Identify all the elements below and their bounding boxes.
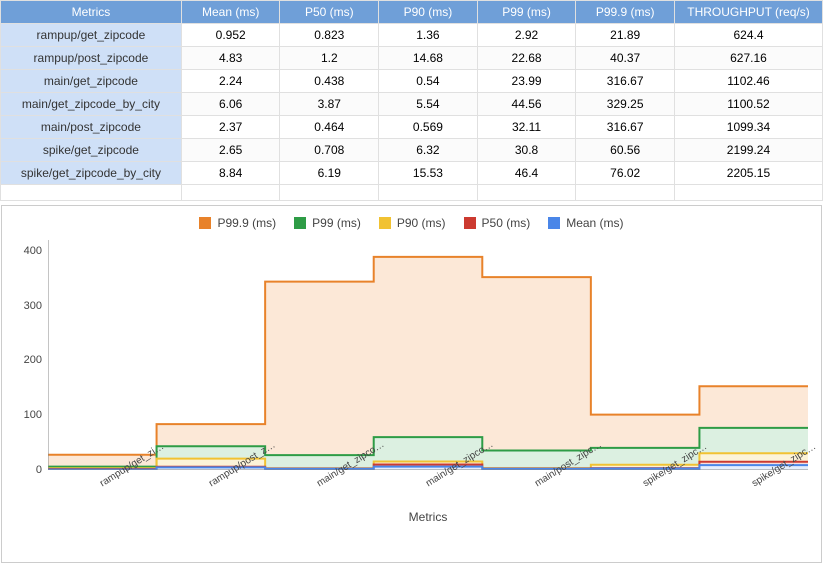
legend-item: P50 (ms) [464,216,531,230]
value-cell: 2.24 [181,70,280,93]
value-cell: 3.87 [280,93,379,116]
metrics-table-container: MetricsMean (ms)P50 (ms)P90 (ms)P99 (ms)… [0,0,823,201]
metric-name-cell: main/post_zipcode [1,116,182,139]
table-row: main/get_zipcode2.240.4380.5423.99316.67… [1,70,823,93]
value-cell: 23.99 [477,70,576,93]
column-header: P90 (ms) [379,1,478,24]
value-cell: 30.8 [477,139,576,162]
y-tick-label: 400 [24,245,42,257]
legend-swatch [464,217,476,229]
value-cell: 329.25 [576,93,675,116]
table-row: main/post_zipcode2.370.4640.56932.11316.… [1,116,823,139]
value-cell: 4.83 [181,47,280,70]
value-cell: 0.952 [181,24,280,47]
legend-swatch [548,217,560,229]
value-cell: 60.56 [576,139,675,162]
value-cell: 6.32 [379,139,478,162]
metric-name-cell: spike/get_zipcode [1,139,182,162]
value-cell: 0.54 [379,70,478,93]
value-cell: 0.438 [280,70,379,93]
legend-label: Mean (ms) [566,216,623,230]
table-row: spike/get_zipcode_by_city8.846.1915.5346… [1,162,823,185]
value-cell: 0.464 [280,116,379,139]
table-row: rampup/get_zipcode0.9520.8231.362.9221.8… [1,24,823,47]
legend-swatch [294,217,306,229]
legend-item: Mean (ms) [548,216,623,230]
value-cell: 624.4 [674,24,822,47]
table-row: rampup/post_zipcode4.831.214.6822.6840.3… [1,47,823,70]
metric-name-cell: main/get_zipcode_by_city [1,93,182,116]
legend-label: P99.9 (ms) [217,216,276,230]
value-cell: 1.2 [280,47,379,70]
legend-label: P90 (ms) [397,216,446,230]
column-header: Metrics [1,1,182,24]
value-cell: 15.53 [379,162,478,185]
value-cell: 1100.52 [674,93,822,116]
value-cell: 2.37 [181,116,280,139]
value-cell: 2.65 [181,139,280,162]
legend-swatch [199,217,211,229]
value-cell: 0.823 [280,24,379,47]
value-cell: 76.02 [576,162,675,185]
value-cell: 316.67 [576,116,675,139]
table-row: main/get_zipcode_by_city6.063.875.5444.5… [1,93,823,116]
legend-item: P90 (ms) [379,216,446,230]
value-cell: 14.68 [379,47,478,70]
table-header-row: MetricsMean (ms)P50 (ms)P90 (ms)P99 (ms)… [1,1,823,24]
value-cell: 40.37 [576,47,675,70]
chart-x-label: Metrics [48,510,808,524]
latency-chart: P99.9 (ms) P99 (ms) P90 (ms) P50 (ms) Mean (… [1,205,822,563]
legend-label: P99 (ms) [312,216,361,230]
y-tick-label: 300 [24,300,42,312]
value-cell: 22.68 [477,47,576,70]
legend-swatch [379,217,391,229]
value-cell: 32.11 [477,116,576,139]
metrics-table: MetricsMean (ms)P50 (ms)P90 (ms)P99 (ms)… [0,0,823,201]
value-cell: 1102.46 [674,70,822,93]
chart-y-axis: 0100200300400 [2,240,46,470]
value-cell: 2205.15 [674,162,822,185]
legend-label: P50 (ms) [482,216,531,230]
chart-svg [48,240,808,470]
y-tick-label: 100 [24,409,42,421]
value-cell: 627.16 [674,47,822,70]
table-row: spike/get_zipcode2.650.7086.3230.860.562… [1,139,823,162]
legend-item: P99 (ms) [294,216,361,230]
value-cell: 2.92 [477,24,576,47]
column-header: P50 (ms) [280,1,379,24]
value-cell: 6.19 [280,162,379,185]
column-header: P99 (ms) [477,1,576,24]
empty-row [1,185,823,201]
value-cell: 6.06 [181,93,280,116]
metric-name-cell: main/get_zipcode [1,70,182,93]
metric-name-cell: rampup/post_zipcode [1,47,182,70]
column-header: Mean (ms) [181,1,280,24]
y-tick-label: 200 [24,354,42,366]
metric-name-cell: rampup/get_zipcode [1,24,182,47]
y-tick-label: 0 [36,464,42,476]
chart-legend: P99.9 (ms) P99 (ms) P90 (ms) P50 (ms) Mean (… [2,216,821,230]
value-cell: 1099.34 [674,116,822,139]
value-cell: 2199.24 [674,139,822,162]
value-cell: 5.54 [379,93,478,116]
value-cell: 8.84 [181,162,280,185]
value-cell: 316.67 [576,70,675,93]
value-cell: 1.36 [379,24,478,47]
chart-plot-area [48,240,808,470]
legend-item: P99.9 (ms) [199,216,276,230]
value-cell: 21.89 [576,24,675,47]
value-cell: 46.4 [477,162,576,185]
value-cell: 44.56 [477,93,576,116]
metric-name-cell: spike/get_zipcode_by_city [1,162,182,185]
chart-x-axis: Metrics rampup/get_zi…rampup/post_z…main… [48,474,808,530]
value-cell: 0.708 [280,139,379,162]
column-header: P99.9 (ms) [576,1,675,24]
value-cell: 0.569 [379,116,478,139]
column-header: THROUGHPUT (req/s) [674,1,822,24]
series-p99-9-ms- [48,257,808,467]
